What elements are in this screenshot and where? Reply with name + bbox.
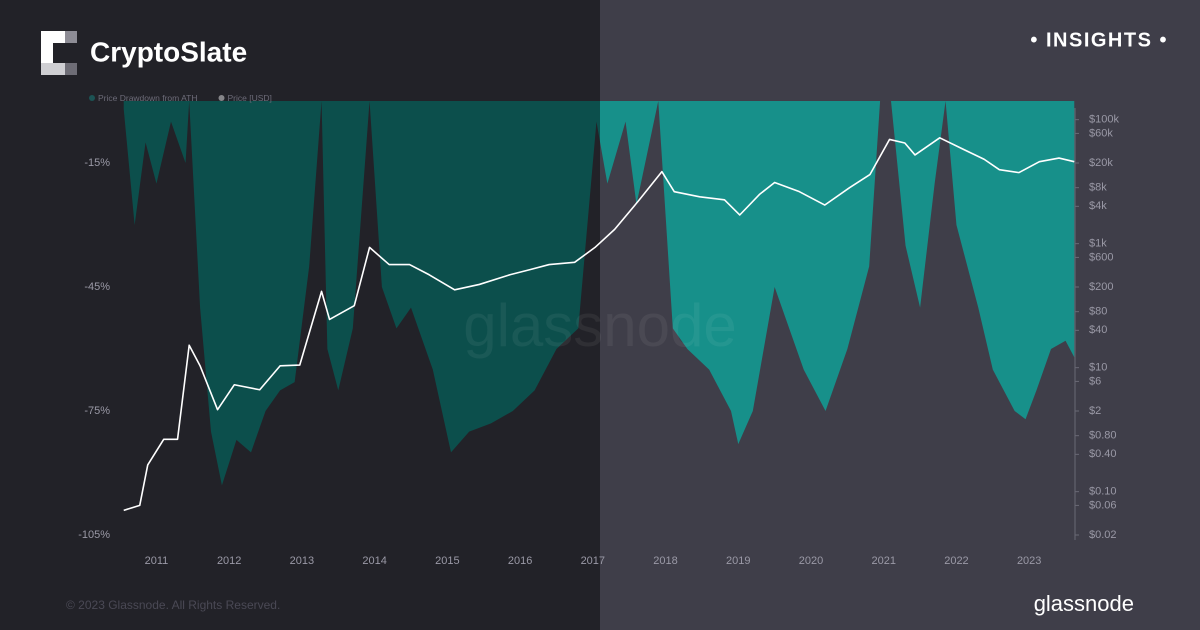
x-tick-label: 2019 (726, 555, 750, 567)
x-tick-label: 2021 (871, 555, 895, 567)
y2-tick-label: $0.10 (1089, 486, 1117, 498)
x-tick-label: 2013 (290, 555, 314, 567)
y2-tick-label: $40 (1089, 324, 1107, 336)
x-tick-label: 2023 (1017, 555, 1041, 567)
y2-tick-label: $0.06 (1089, 499, 1117, 511)
y2-tick-label: $0.02 (1089, 529, 1117, 541)
y2-tick-label: $8k (1089, 182, 1107, 194)
y2-tick-label: $2 (1089, 405, 1101, 417)
copyright: © 2023 Glassnode. All Rights Reserved. (66, 598, 280, 612)
x-tick-label: 2020 (799, 555, 823, 567)
y-tick-label: -15% (84, 157, 110, 169)
y2-tick-label: $60k (1089, 127, 1113, 139)
y2-tick-label: $10 (1089, 362, 1107, 374)
y2-tick-label: $200 (1089, 281, 1113, 293)
x-tick-label: 2022 (944, 555, 968, 567)
price-line (123, 136, 1075, 512)
left-panel-shade (0, 0, 600, 630)
x-tick-label: 2012 (217, 555, 241, 567)
y2-tick-label: $100k (1089, 114, 1119, 126)
y2-tick-label: $6 (1089, 375, 1101, 387)
brand: CryptoSlate (90, 36, 247, 67)
y2-tick-label: $20k (1089, 157, 1113, 169)
y-tick-label: -75% (84, 405, 110, 417)
y2-tick-label: $80 (1089, 306, 1107, 318)
overlay: -15%-45%-75%-105%$100k$60k$20k$8k$4k$1k$… (78, 93, 1119, 567)
legend-marker (218, 95, 225, 101)
x-tick-label: 2017 (581, 555, 605, 567)
legend-marker (89, 95, 95, 101)
x-tick-label: 2016 (508, 555, 532, 567)
y-tick-label: -105% (78, 529, 110, 541)
y2-tick-label: $4k (1089, 200, 1107, 212)
y2-tick-label: $0.40 (1089, 448, 1117, 460)
logo-icon (41, 31, 77, 75)
x-tick-label: 2014 (362, 555, 386, 567)
legend-label: Price Drawdown from ATH (98, 93, 198, 103)
x-tick-label: 2018 (653, 555, 677, 567)
y2-tick-label: $600 (1089, 251, 1113, 263)
x-tick-label: 2015 (435, 555, 459, 567)
y-tick-label: -45% (84, 281, 110, 293)
y2-tick-label: $1k (1089, 238, 1107, 250)
legend-label: Price [USD] (228, 93, 272, 103)
x-tick-label: 2011 (145, 555, 169, 567)
watermark: glassnode (463, 292, 737, 359)
source-logo: glassnode (1034, 591, 1134, 616)
section-label: • INSIGHTS • (1030, 29, 1168, 51)
y2-tick-label: $0.80 (1089, 430, 1117, 442)
